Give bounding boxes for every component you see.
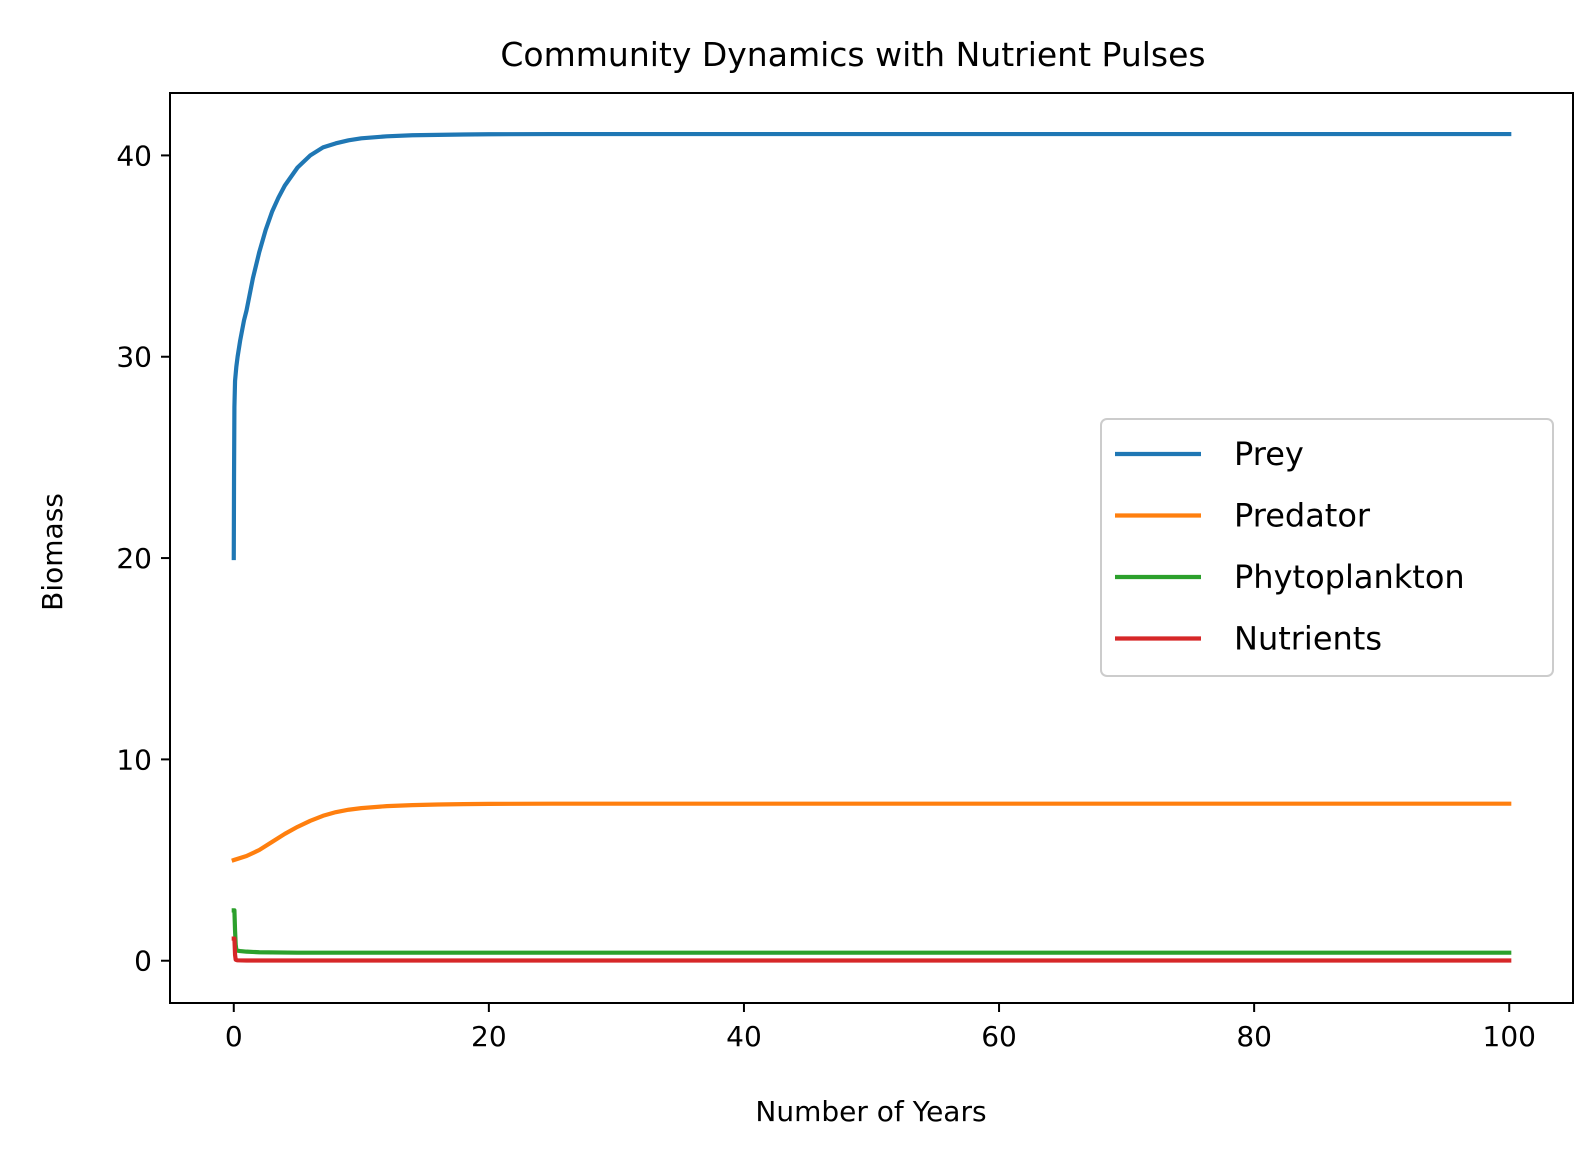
- y-tick-label: 40: [116, 139, 152, 172]
- x-tick-label: 0: [225, 1020, 243, 1053]
- legend-label-prey: Prey: [1234, 435, 1304, 473]
- y-axis-label: Biomass: [36, 493, 69, 611]
- x-tick-label: 60: [981, 1020, 1017, 1053]
- x-axis-label: Number of Years: [755, 1095, 986, 1128]
- y-tick-label: 20: [116, 542, 152, 575]
- x-tick-label: 100: [1483, 1020, 1536, 1053]
- legend-label-predator: Predator: [1234, 497, 1371, 535]
- legend: Prey Predator Phytoplankton Nutrients: [1100, 418, 1554, 677]
- x-axis-ticks: 0 20 40 60 80 100: [225, 1003, 1536, 1053]
- y-tick-label: 10: [116, 743, 152, 776]
- y-tick-label: 30: [116, 341, 152, 374]
- series-line-nutrients: [231, 936, 1512, 963]
- x-tick-label: 80: [1236, 1020, 1272, 1053]
- chart-title: Community Dynamics with Nutrient Pulses: [500, 35, 1205, 74]
- legend-box: [1100, 418, 1554, 677]
- y-tick-label: 0: [134, 945, 152, 978]
- plot-frame: [169, 92, 1574, 1004]
- series-line-predator: [231, 801, 1512, 863]
- series-line-prey: [231, 131, 1512, 561]
- y-axis-ticks: 0 10 20 30 40: [116, 139, 170, 978]
- x-tick-label: 40: [726, 1020, 762, 1053]
- legend-label-phytoplankton: Phytoplankton: [1234, 558, 1465, 596]
- x-tick-label: 20: [471, 1020, 507, 1053]
- plot-lines: [231, 131, 1512, 963]
- legend-label-nutrients: Nutrients: [1234, 620, 1382, 658]
